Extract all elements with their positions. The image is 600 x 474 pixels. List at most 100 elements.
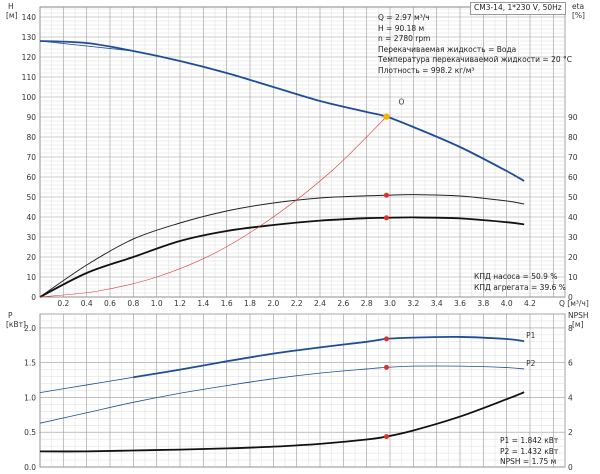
y-axis-label-head: H — [8, 2, 14, 11]
y-tick-label-power: 2.0 — [24, 324, 36, 333]
y-tick-label-head: 140 — [22, 13, 37, 22]
npsh-curve — [39, 391, 525, 453]
x-tick-label-top: 4.0 — [501, 299, 513, 308]
y-axis-label-power: P — [8, 311, 13, 320]
P1-extended-curve — [39, 376, 134, 393]
x-axis-label-top: Q [м³/ч] — [559, 299, 589, 308]
duty-point-label: O — [399, 98, 405, 107]
info-top-block: Q = 2.97 м³/ч H = 90.18 м n = 2780 rpm П… — [378, 13, 572, 76]
model-text: CM3-14, 1*230 V, 50Hz — [474, 3, 562, 12]
y-tick-label-head: 130 — [22, 33, 37, 42]
y-tick-label-eta: 0 — [568, 293, 573, 302]
y-tick-label-head: 100 — [22, 93, 37, 102]
x-tick-label-top: 3.0 — [384, 299, 396, 308]
info-eff-block: КПД насоса = 50.9 % КПД агрегата = 39.6 … — [474, 272, 566, 293]
info-line: P1 = 1.842 кВт — [500, 436, 559, 445]
x-tick-label-top: 2.0 — [267, 299, 279, 308]
y-tick-label-eta: 20 — [568, 253, 578, 262]
x-tick-label-top: 3.6 — [454, 299, 466, 308]
pump-efficiency-curve — [39, 194, 525, 298]
x-tick-label-top: 3.8 — [477, 299, 489, 308]
unit-efficiency-curve — [39, 216, 525, 298]
y-tick-label-eta: 90 — [568, 113, 578, 122]
y-tick-label-power: 0.0 — [24, 463, 36, 472]
p2-marker — [384, 364, 389, 370]
top-grid — [39, 6, 566, 298]
P1-curve — [133, 335, 525, 379]
y-tick-label-head: 120 — [22, 53, 37, 62]
y-tick-label-eta: 30 — [568, 233, 578, 242]
series-label-p2: P2 — [526, 359, 536, 368]
head-extended-curve — [39, 40, 134, 52]
y-tick-label-power: 1.5 — [24, 359, 36, 368]
P2-curve — [39, 365, 525, 424]
y-tick-label-head: 40 — [26, 213, 36, 222]
x-tick-label-top: 2.4 — [314, 299, 326, 308]
info-line: КПД агрегата = 39.6 % — [474, 282, 566, 292]
axis-labels: 0102030405060708090100110120130140010203… — [6, 2, 589, 472]
y-tick-label-eta: 60 — [568, 173, 578, 182]
x-tick-label-top: 0.6 — [104, 299, 116, 308]
info-line: Q = 2.97 м³/ч — [378, 13, 430, 22]
x-tick-label-top: 4.2 — [524, 299, 536, 308]
eta-pump-marker — [384, 192, 389, 198]
curves — [39, 40, 525, 453]
model-header: CM3-14, 1*230 V, 50Hz — [470, 2, 566, 15]
x-tick-label-top: 0.8 — [127, 299, 139, 308]
x-tick-label-top: 1.4 — [197, 299, 209, 308]
y-tick-label-head: 60 — [26, 173, 36, 182]
x-tick-label-top: 3.2 — [407, 299, 419, 308]
y-tick-label-eta: 80 — [568, 133, 578, 142]
y-tick-label-eta: 50 — [568, 193, 578, 202]
y-tick-label-head: 50 — [26, 193, 36, 202]
y-tick-label-head: 20 — [26, 253, 36, 262]
x-tick-label-top: 0.2 — [57, 299, 69, 308]
y-axis-unit-power: [кВт] — [6, 320, 26, 329]
info-line: Плотность = 998.2 кг/м³ — [378, 65, 475, 75]
info-line: n = 2780 rpm — [378, 34, 431, 43]
x-tick-label-top: 2.8 — [361, 299, 373, 308]
y-tick-label-power: 0.5 — [24, 428, 36, 437]
system-curve-curve — [39, 116, 387, 298]
x-tick-label-top: 1.0 — [151, 299, 163, 308]
info-line: КПД насоса = 50.9 % — [474, 272, 558, 281]
x-tick-label-top: 1.8 — [244, 299, 256, 308]
y-tick-label-eta: 40 — [568, 213, 578, 222]
info-line: Перекачиваемая жидкость = Вода — [378, 44, 517, 54]
duty-point-marker — [383, 113, 390, 120]
info-line: NPSH = 1.75 м — [500, 457, 557, 466]
y-tick-label-head: 10 — [26, 273, 36, 282]
info-line: H = 90.18 м — [378, 23, 425, 33]
y-tick-label-head: 90 — [26, 113, 36, 122]
y-tick-label-npsh: 4 — [568, 393, 573, 402]
y-tick-label-npsh: 8 — [568, 324, 573, 333]
info-line: Температура перекачиваемой жидкости = 20… — [378, 55, 573, 64]
y-axis-unit-head: [м] — [6, 11, 18, 20]
y-tick-label-head: 80 — [26, 133, 36, 142]
info-line: P2 = 1.432 кВт — [500, 446, 559, 456]
p1-marker — [384, 336, 389, 342]
eta-unit-marker — [384, 215, 389, 221]
x-tick-label-top: 2.2 — [291, 299, 303, 308]
y-axis-label-npsh: NPSH — [568, 311, 589, 320]
y-tick-label-head: 0 — [31, 293, 36, 302]
series-label-p1: P1 — [526, 331, 536, 340]
y-tick-label-npsh: 0 — [568, 463, 573, 472]
y-axis-unit-npsh: [м] — [572, 320, 584, 329]
x-tick-label-top: 1.2 — [174, 299, 186, 308]
x-tick-label-top: 2.6 — [337, 299, 349, 308]
y-axis-label-eta: eta — [572, 2, 584, 11]
npsh-marker — [384, 434, 389, 440]
y-tick-label-npsh: 2 — [568, 428, 573, 437]
bottom-grid — [39, 313, 566, 468]
y-tick-label-head: 30 — [26, 233, 36, 242]
y-tick-label-power: 1.0 — [24, 393, 36, 402]
x-tick-label-top: 0.4 — [81, 299, 93, 308]
y-tick-label-npsh: 6 — [568, 359, 573, 368]
y-tick-label-head: 110 — [22, 73, 37, 82]
x-tick-label-top: 1.6 — [221, 299, 233, 308]
y-axis-unit-eta: [%] — [572, 11, 585, 20]
info-power-block: P1 = 1.842 кВт P2 = 1.432 кВт NPSH = 1.7… — [500, 436, 558, 468]
y-tick-label-head: 70 — [26, 153, 36, 162]
